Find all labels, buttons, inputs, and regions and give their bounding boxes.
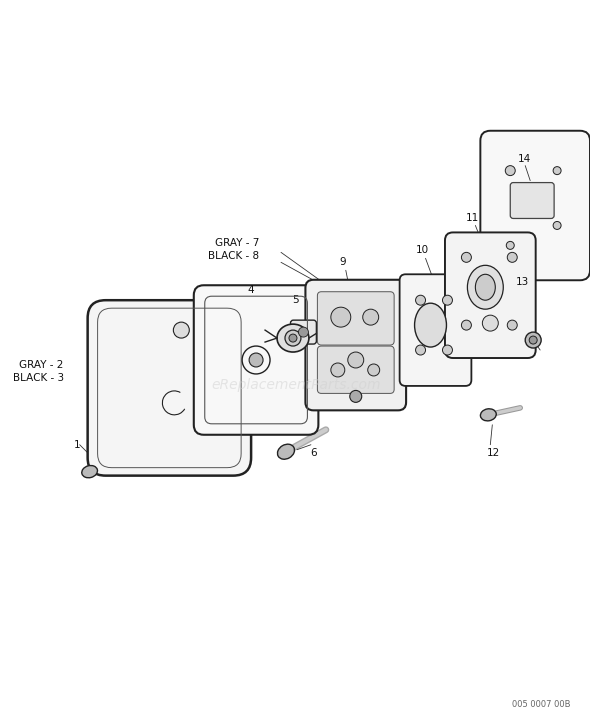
- FancyBboxPatch shape: [445, 232, 536, 358]
- Ellipse shape: [415, 295, 425, 305]
- Text: 13: 13: [516, 277, 529, 287]
- Ellipse shape: [82, 466, 97, 478]
- FancyBboxPatch shape: [510, 183, 554, 218]
- Ellipse shape: [277, 444, 294, 459]
- Ellipse shape: [442, 345, 453, 355]
- Ellipse shape: [553, 221, 561, 229]
- FancyBboxPatch shape: [317, 346, 394, 393]
- Text: 10: 10: [416, 245, 429, 255]
- Text: 1: 1: [73, 440, 80, 450]
- Text: 9: 9: [339, 257, 346, 268]
- Ellipse shape: [173, 322, 189, 338]
- Ellipse shape: [467, 265, 503, 309]
- Text: BLACK - 3: BLACK - 3: [12, 373, 64, 383]
- Ellipse shape: [277, 324, 309, 352]
- Ellipse shape: [507, 320, 517, 330]
- Text: 14: 14: [517, 154, 531, 163]
- FancyBboxPatch shape: [306, 280, 406, 411]
- Ellipse shape: [289, 334, 297, 342]
- Ellipse shape: [483, 315, 499, 331]
- Ellipse shape: [249, 353, 263, 367]
- FancyBboxPatch shape: [194, 286, 319, 435]
- Text: BLACK - 8: BLACK - 8: [208, 252, 259, 261]
- Ellipse shape: [505, 166, 515, 176]
- Text: 12: 12: [487, 448, 500, 458]
- FancyBboxPatch shape: [317, 291, 394, 345]
- Text: 4: 4: [248, 286, 254, 295]
- Text: 5: 5: [293, 295, 299, 305]
- Ellipse shape: [461, 252, 471, 262]
- Ellipse shape: [480, 408, 496, 421]
- Ellipse shape: [363, 309, 379, 325]
- Ellipse shape: [350, 390, 362, 403]
- Text: eReplacementParts.com: eReplacementParts.com: [211, 378, 381, 392]
- Ellipse shape: [553, 166, 561, 175]
- Ellipse shape: [348, 352, 363, 368]
- Ellipse shape: [507, 252, 517, 262]
- Ellipse shape: [415, 345, 425, 355]
- Text: GRAY - 2: GRAY - 2: [19, 360, 64, 370]
- Ellipse shape: [169, 398, 179, 408]
- Ellipse shape: [506, 241, 514, 249]
- Ellipse shape: [415, 303, 447, 347]
- FancyBboxPatch shape: [480, 131, 590, 281]
- Ellipse shape: [525, 332, 541, 348]
- FancyBboxPatch shape: [88, 300, 251, 476]
- Ellipse shape: [331, 363, 345, 377]
- Ellipse shape: [476, 274, 496, 300]
- Text: 005 0007 00B: 005 0007 00B: [512, 700, 570, 709]
- Ellipse shape: [331, 307, 351, 327]
- Ellipse shape: [442, 295, 453, 305]
- Ellipse shape: [299, 327, 309, 337]
- Ellipse shape: [368, 364, 380, 376]
- Ellipse shape: [529, 336, 537, 344]
- Ellipse shape: [285, 330, 301, 346]
- Text: 6: 6: [310, 448, 317, 458]
- FancyBboxPatch shape: [290, 320, 316, 344]
- Ellipse shape: [461, 320, 471, 330]
- Text: GRAY - 7: GRAY - 7: [215, 239, 259, 249]
- FancyBboxPatch shape: [399, 274, 471, 386]
- Text: 11: 11: [466, 213, 479, 223]
